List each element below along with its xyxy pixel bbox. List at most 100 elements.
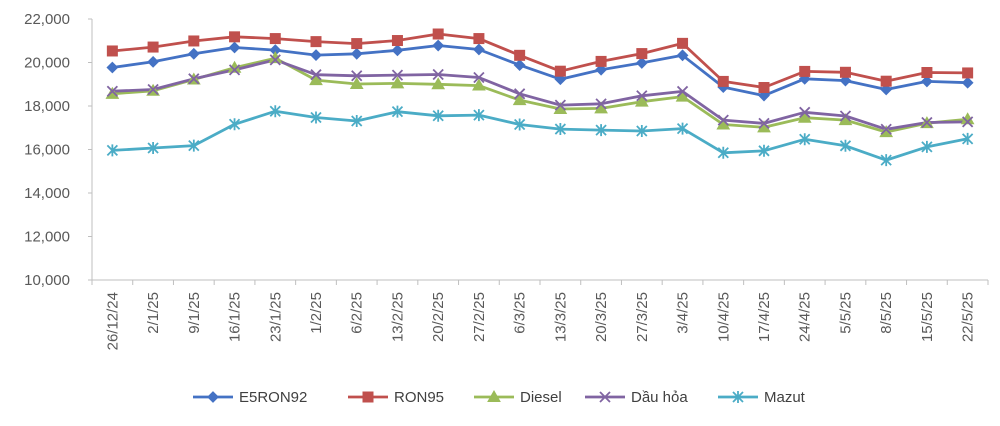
data-point — [921, 116, 933, 129]
y-tick-label: 12,000 — [24, 229, 70, 246]
y-tick-label: 18,000 — [24, 98, 70, 115]
data-point — [147, 141, 159, 154]
legend-item-1: RON95 — [348, 389, 444, 406]
data-point — [717, 75, 729, 87]
legend-swatch-marker — [599, 391, 611, 403]
legend-swatch-marker — [362, 391, 374, 403]
y-axis-tick-labels: 10,000 12,000 14,000 16,000 18,000 20,000 22,0… — [24, 11, 70, 289]
x-tick-label: 13/2/25 — [389, 292, 406, 342]
series-line-1 — [112, 32, 968, 89]
x-tick-label: 27/3/25 — [634, 292, 651, 342]
data-point — [473, 33, 485, 45]
data-point — [554, 123, 567, 136]
data-point — [839, 66, 851, 78]
x-tick-label: 15/5/25 — [919, 292, 936, 342]
data-point — [595, 98, 607, 110]
data-point — [921, 140, 933, 153]
x-tick-label: 16/1/25 — [227, 292, 244, 342]
data-point — [310, 69, 322, 81]
legend-label: Dầu hỏa — [631, 389, 688, 406]
data-point — [961, 116, 974, 128]
data-point — [513, 118, 526, 131]
data-point — [839, 74, 852, 87]
data-point — [799, 133, 811, 146]
legend-swatch-marker — [207, 391, 219, 403]
data-point — [921, 67, 933, 79]
y-tick-label: 10,000 — [24, 272, 70, 289]
legend-label: Diesel — [520, 389, 562, 406]
data-point — [147, 55, 159, 68]
data-point — [961, 76, 974, 89]
legend-item-0: E5RON92 — [193, 389, 307, 406]
data-point — [636, 125, 648, 138]
data-point — [228, 118, 241, 131]
data-point — [717, 146, 729, 159]
data-point — [391, 105, 404, 118]
x-tick-label: 22/5/25 — [960, 292, 977, 342]
data-point — [309, 73, 323, 86]
data-point — [921, 75, 933, 88]
data-point — [106, 61, 119, 74]
x-axis-tick-labels: 26/12/24 2/1/25 9/1/25 16/1/25 23/1/25 1/2/25… — [104, 292, 976, 350]
data-point — [269, 33, 281, 45]
series-points-4 — [106, 105, 974, 167]
data-point — [636, 90, 648, 102]
legend-item-3: Dầu hỏa — [585, 389, 688, 406]
axes — [88, 18, 989, 285]
data-point — [390, 76, 405, 89]
data-point — [677, 37, 689, 49]
legend-item-2: Diesel — [474, 389, 562, 406]
data-point — [310, 49, 322, 62]
data-point — [880, 75, 892, 87]
data-point — [472, 78, 486, 91]
data-point — [676, 85, 689, 98]
x-tick-label: 10/4/25 — [715, 292, 732, 342]
legend-label: RON95 — [394, 389, 444, 406]
data-point — [473, 71, 485, 84]
series-points-1 — [106, 28, 974, 94]
data-point — [228, 64, 241, 76]
y-tick-label: 14,000 — [24, 185, 70, 202]
series-markers — [105, 28, 975, 167]
x-tick-label: 17/4/25 — [756, 292, 773, 342]
series-line-4 — [112, 109, 968, 162]
data-point — [717, 114, 729, 126]
data-point — [391, 69, 404, 81]
data-point — [676, 49, 689, 62]
data-point — [961, 132, 974, 145]
x-tick-label: 2/1/25 — [145, 292, 162, 334]
data-point — [269, 105, 281, 118]
data-point — [351, 70, 363, 82]
legend-swatch-marker — [487, 389, 501, 402]
y-tick-label: 22,000 — [24, 11, 70, 28]
data-point — [758, 144, 770, 157]
x-tick-label: 6/2/25 — [349, 292, 366, 334]
data-point — [432, 109, 444, 122]
series-lines — [112, 32, 968, 162]
legend-swatch-marker — [732, 391, 744, 403]
data-point — [147, 41, 159, 53]
data-point — [473, 109, 485, 122]
data-point — [758, 82, 770, 94]
data-point — [432, 68, 444, 81]
data-point — [554, 99, 567, 111]
y-tick-label: 20,000 — [24, 55, 70, 72]
data-point — [512, 93, 527, 106]
data-point — [432, 39, 445, 52]
data-point — [310, 111, 322, 124]
data-point — [513, 88, 526, 100]
x-tick-label: 27/2/25 — [471, 292, 488, 342]
data-point — [880, 154, 892, 167]
data-point — [228, 41, 241, 54]
data-point — [351, 115, 363, 128]
data-point — [797, 110, 812, 123]
data-point — [634, 94, 649, 107]
series-points-0 — [106, 39, 974, 102]
data-point — [513, 59, 526, 72]
data-point — [880, 123, 892, 135]
data-point — [106, 45, 118, 57]
data-point — [188, 139, 200, 152]
x-tick-label: 26/12/24 — [104, 292, 121, 350]
x-tick-label: 3/4/25 — [675, 292, 692, 334]
